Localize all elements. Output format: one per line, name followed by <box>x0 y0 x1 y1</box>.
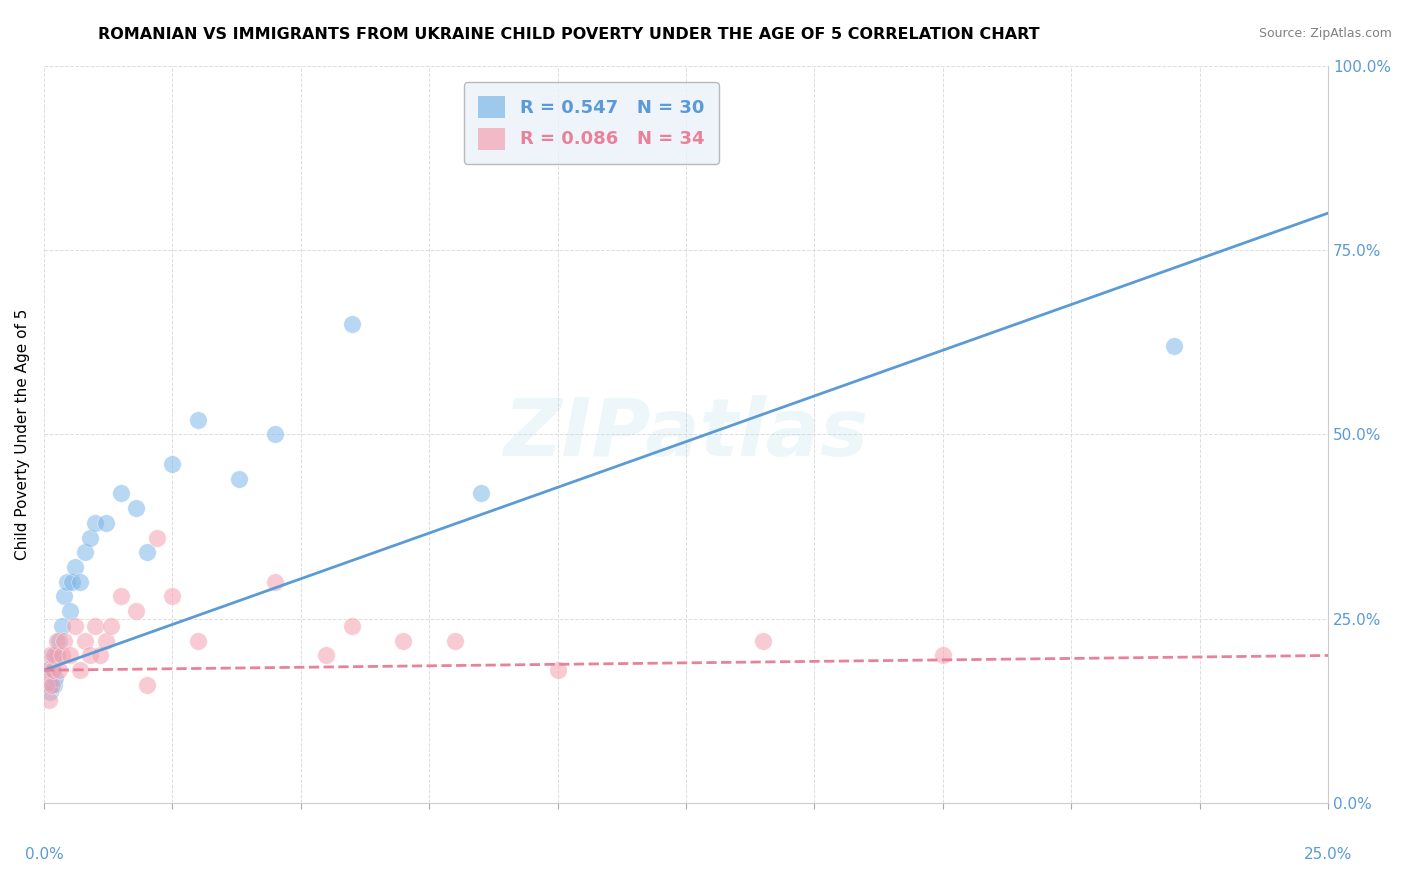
Text: ZIPatlas: ZIPatlas <box>503 395 869 474</box>
Point <box>44 678 66 692</box>
Point <box>94 633 117 648</box>
Point <box>94 516 117 530</box>
Point <box>38 692 60 706</box>
Point <box>392 633 415 648</box>
Point <box>53 633 76 648</box>
Point <box>110 486 132 500</box>
Point <box>38 678 60 692</box>
Point <box>45 648 67 663</box>
Point <box>162 457 184 471</box>
Legend: R = 0.547   N = 30, R = 0.086   N = 34: R = 0.547 N = 30, R = 0.086 N = 34 <box>464 82 718 164</box>
Point <box>135 678 157 692</box>
Text: Source: ZipAtlas.com: Source: ZipAtlas.com <box>1258 27 1392 40</box>
Point <box>84 619 107 633</box>
Point <box>100 619 122 633</box>
Text: 0.0%: 0.0% <box>24 847 63 863</box>
Point <box>58 604 80 618</box>
Point <box>315 648 337 663</box>
Point <box>39 648 62 663</box>
Point <box>63 560 86 574</box>
Point <box>187 412 209 426</box>
Point <box>63 619 86 633</box>
Point <box>470 486 492 500</box>
Point <box>37 663 59 677</box>
Point <box>125 604 148 618</box>
Point <box>444 633 467 648</box>
Point <box>1163 339 1185 353</box>
Point <box>162 590 184 604</box>
Point <box>45 633 67 648</box>
Point <box>547 663 569 677</box>
Point <box>53 590 76 604</box>
Point <box>110 590 132 604</box>
Point <box>73 545 96 559</box>
Point <box>340 619 363 633</box>
Point <box>60 574 83 589</box>
Point <box>51 648 73 663</box>
Point <box>89 648 111 663</box>
Point <box>44 671 66 685</box>
Point <box>41 678 63 692</box>
Point <box>264 427 287 442</box>
Text: 25.0%: 25.0% <box>1303 847 1353 863</box>
Point <box>228 471 250 485</box>
Point <box>135 545 157 559</box>
Point <box>35 663 58 677</box>
Point <box>51 619 73 633</box>
Point <box>932 648 955 663</box>
Y-axis label: Child Poverty Under the Age of 5: Child Poverty Under the Age of 5 <box>15 309 30 560</box>
Point <box>79 648 101 663</box>
Point <box>42 648 65 663</box>
Point <box>69 663 91 677</box>
Point <box>187 633 209 648</box>
Point <box>752 633 775 648</box>
Point <box>56 574 79 589</box>
Point <box>125 501 148 516</box>
Point <box>264 574 287 589</box>
Point <box>42 663 65 677</box>
Point <box>79 531 101 545</box>
Point <box>340 317 363 331</box>
Point <box>69 574 91 589</box>
Point <box>84 516 107 530</box>
Point <box>58 648 80 663</box>
Point <box>44 648 66 663</box>
Point <box>48 633 70 648</box>
Point <box>48 663 70 677</box>
Point <box>146 531 169 545</box>
Point <box>73 633 96 648</box>
Text: ROMANIAN VS IMMIGRANTS FROM UKRAINE CHILD POVERTY UNDER THE AGE OF 5 CORRELATION: ROMANIAN VS IMMIGRANTS FROM UKRAINE CHIL… <box>98 27 1040 42</box>
Point <box>41 663 63 677</box>
Point <box>39 685 62 699</box>
Point <box>35 678 58 692</box>
